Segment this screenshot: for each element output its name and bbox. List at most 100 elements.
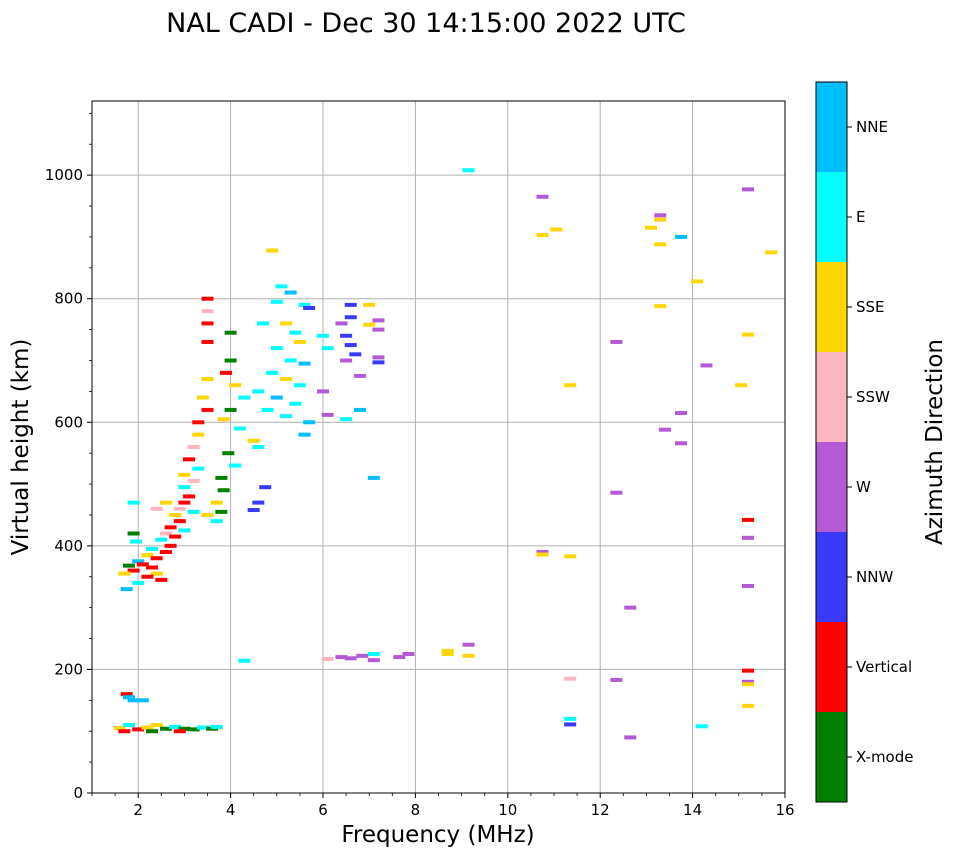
colorbar-segment-e <box>816 172 847 262</box>
data-point <box>187 509 200 514</box>
x-tick-label: 12 <box>591 801 610 819</box>
colorbar-segment-nne <box>816 82 847 172</box>
data-point <box>150 571 163 576</box>
data-point <box>217 417 230 422</box>
data-point <box>536 550 549 555</box>
data-point <box>550 227 563 232</box>
data-point <box>178 485 191 490</box>
data-point <box>298 361 311 366</box>
data-point <box>536 233 549 238</box>
data-point <box>356 653 369 658</box>
colorbar-label-vertical: Vertical <box>856 658 912 676</box>
data-point <box>293 339 306 344</box>
data-point <box>127 531 140 536</box>
data-point <box>654 217 667 222</box>
data-point <box>695 724 708 729</box>
data-point <box>462 168 475 173</box>
data-point <box>462 653 475 658</box>
data-point <box>132 559 145 564</box>
data-point <box>222 451 235 456</box>
colorbar-segment-vertical <box>816 622 847 712</box>
data-point <box>192 420 205 425</box>
data-point <box>159 500 172 505</box>
data-point <box>247 508 260 513</box>
data-point <box>210 519 223 524</box>
data-point <box>372 360 385 365</box>
data-point <box>196 725 209 730</box>
data-point <box>118 571 131 576</box>
colorbar-segment-ssw <box>816 352 847 442</box>
data-point <box>155 577 168 582</box>
data-point <box>367 658 380 663</box>
data-point <box>169 512 182 517</box>
colorbar-segment-nnw <box>816 532 847 622</box>
data-point <box>238 658 251 663</box>
data-point <box>146 729 159 734</box>
data-point <box>363 322 376 327</box>
x-tick-label: 6 <box>318 801 328 819</box>
data-point <box>303 305 316 310</box>
colorbar-label-w: W <box>856 478 871 496</box>
x-axis-ticks: 2 4 6 8 10 12 14 16 <box>91 793 795 819</box>
colorbar-label-x-mode: X-mode <box>856 748 913 766</box>
data-point <box>229 463 242 468</box>
colorbar-label-e: E <box>856 208 865 226</box>
data-point <box>118 729 131 734</box>
x-tick-label: 4 <box>226 801 236 819</box>
data-point <box>645 225 658 230</box>
x-tick-label: 16 <box>775 801 794 819</box>
data-point <box>280 321 293 326</box>
data-point <box>742 332 755 337</box>
data-point <box>201 309 214 314</box>
data-point <box>164 525 177 530</box>
y-tick-label: 400 <box>54 537 83 555</box>
data-point <box>146 546 159 551</box>
data-point <box>363 302 376 307</box>
data-point <box>402 651 415 656</box>
data-point <box>215 475 228 480</box>
data-point <box>335 321 348 326</box>
data-point <box>393 655 406 660</box>
data-point <box>113 726 126 731</box>
data-point <box>289 330 302 335</box>
data-point <box>372 327 385 332</box>
data-point <box>169 534 182 539</box>
data-point <box>201 296 214 301</box>
data-point <box>462 642 475 647</box>
data-point <box>270 346 283 351</box>
data-point <box>210 724 223 729</box>
colorbar-label-nnw: NNW <box>856 568 893 586</box>
data-point <box>654 304 667 309</box>
data-point <box>624 605 637 610</box>
x-axis-label: Frequency (MHz) <box>341 822 534 848</box>
data-point <box>742 584 755 589</box>
y-tick-label: 1000 <box>45 166 83 184</box>
data-point <box>610 339 623 344</box>
colorbar-label-nne: NNE <box>856 118 888 136</box>
data-point <box>742 703 755 708</box>
data-point <box>238 395 251 400</box>
colorbar: X-mode Vertical NNW W SSW SSE E NNE <box>815 81 913 803</box>
data-point <box>150 506 163 511</box>
data-point <box>344 656 357 661</box>
data-point <box>141 725 154 730</box>
data-point <box>765 250 778 255</box>
data-point <box>252 500 265 505</box>
colorbar-label-sse: SSE <box>856 298 885 316</box>
data-point <box>266 248 279 253</box>
data-point <box>270 395 283 400</box>
data-point <box>127 698 140 703</box>
data-point <box>201 407 214 412</box>
x-tick-label: 10 <box>498 801 517 819</box>
data-point <box>293 383 306 388</box>
data-point <box>735 383 748 388</box>
data-point <box>564 554 577 559</box>
data-point <box>700 363 713 368</box>
data-point <box>564 383 577 388</box>
data-point <box>441 651 454 656</box>
data-point <box>155 537 168 542</box>
data-point <box>317 389 329 394</box>
data-point <box>159 531 172 536</box>
data-point <box>742 682 755 687</box>
